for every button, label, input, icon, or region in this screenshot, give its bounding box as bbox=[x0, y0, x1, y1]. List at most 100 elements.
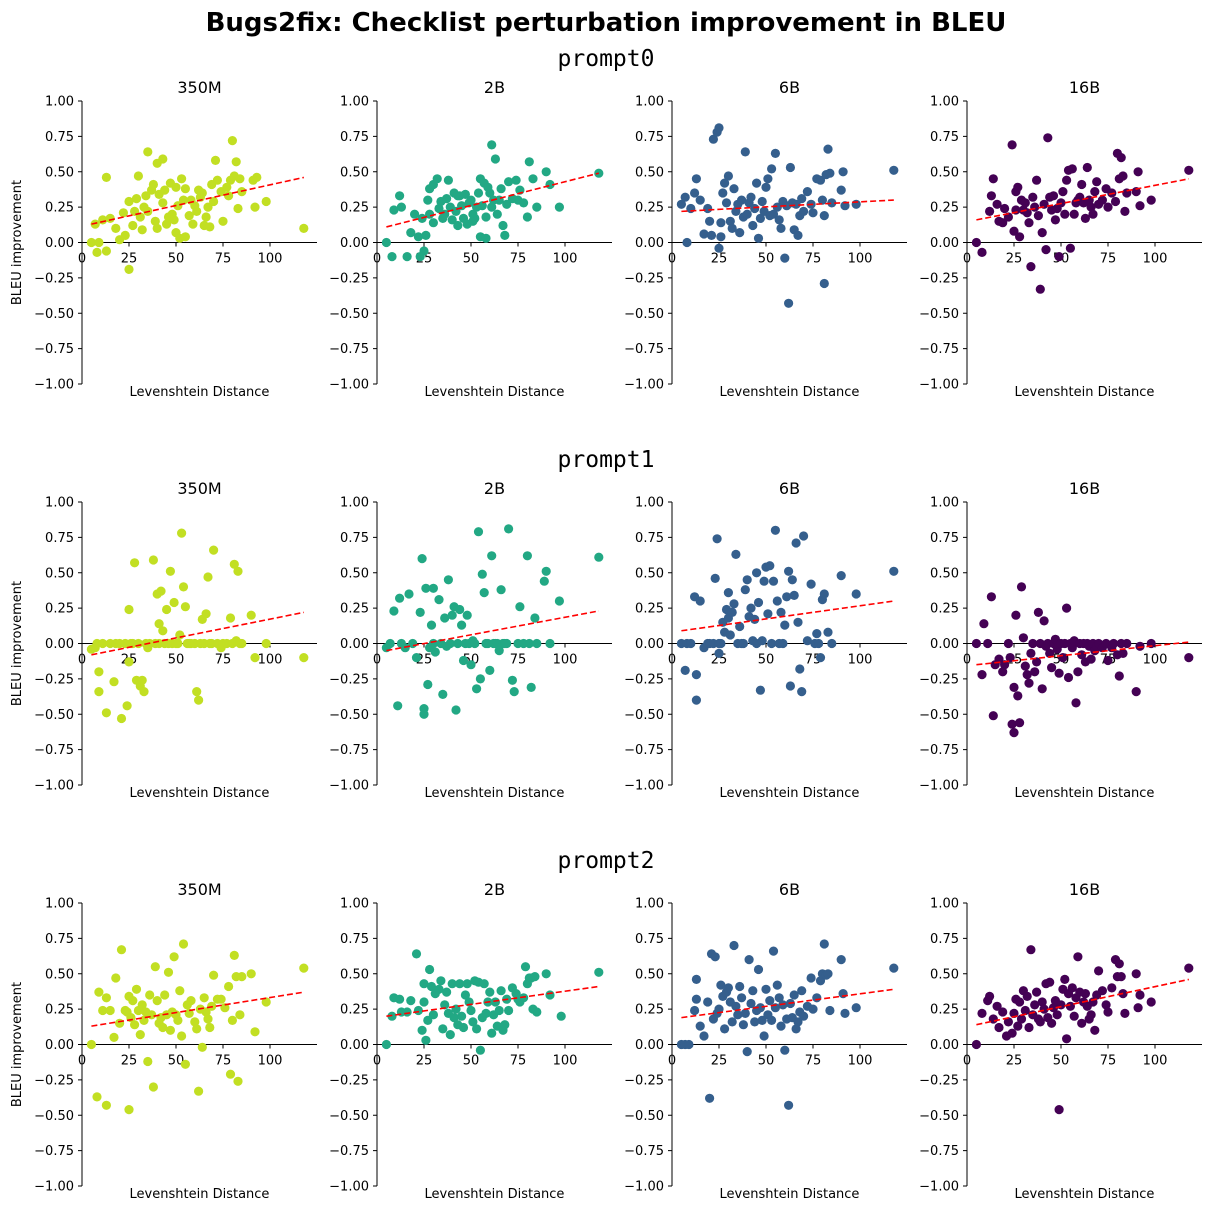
data-point bbox=[680, 665, 690, 676]
data-point bbox=[793, 230, 803, 240]
panel-title: 6B bbox=[779, 479, 800, 498]
data-point bbox=[819, 939, 829, 949]
data-point bbox=[1086, 202, 1096, 212]
data-point bbox=[462, 610, 472, 620]
y-tick-label: 0.25 bbox=[635, 201, 664, 216]
data-point bbox=[763, 174, 773, 184]
data-point bbox=[768, 576, 779, 586]
data-point bbox=[784, 298, 794, 308]
data-point bbox=[680, 192, 690, 202]
y-tick-label: 1.00 bbox=[45, 496, 74, 511]
x-tick-label: 100 bbox=[258, 252, 283, 267]
data-point bbox=[1088, 209, 1098, 219]
data-point bbox=[1146, 195, 1156, 205]
data-point bbox=[1007, 719, 1017, 729]
data-point bbox=[1062, 1034, 1072, 1044]
data-point bbox=[1086, 654, 1096, 664]
data-point bbox=[225, 1069, 236, 1079]
data-point bbox=[725, 630, 735, 640]
y-tick-label: −0.75 bbox=[919, 743, 959, 758]
data-point bbox=[723, 588, 734, 598]
x-tick-label: 75 bbox=[510, 252, 527, 267]
x-tick-label: 100 bbox=[1143, 252, 1168, 267]
data-point bbox=[395, 994, 405, 1004]
y-tick-label: 0.50 bbox=[340, 967, 369, 982]
data-point bbox=[774, 993, 784, 1003]
data-point bbox=[714, 648, 724, 659]
y-tick-label: 0.75 bbox=[45, 932, 74, 947]
data-point bbox=[1035, 284, 1045, 294]
y-tick-label: −0.25 bbox=[34, 672, 74, 687]
data-point bbox=[222, 182, 232, 192]
data-point bbox=[487, 202, 497, 212]
data-point bbox=[115, 1018, 125, 1028]
data-point bbox=[1069, 209, 1079, 219]
data-point bbox=[752, 568, 762, 578]
data-point bbox=[686, 638, 696, 649]
data-point bbox=[406, 996, 416, 1006]
data-point bbox=[210, 155, 221, 165]
x-axis-label: Levenshtein Distance bbox=[720, 786, 860, 801]
data-point bbox=[1013, 691, 1023, 701]
x-tick-label: 0 bbox=[963, 252, 971, 267]
y-tick-label: −0.25 bbox=[34, 1073, 74, 1088]
data-point bbox=[1022, 991, 1032, 1002]
data-point bbox=[1020, 198, 1030, 208]
x-tick-label: 0 bbox=[373, 252, 381, 267]
panel-prompt2-6B: 6B −1.00 −0.75 −0.50 −0.25 0.00 0.25 0.50 0.75 1.… bbox=[624, 880, 907, 1202]
x-tick-label: 50 bbox=[758, 252, 775, 267]
data-point bbox=[994, 654, 1004, 664]
data-point bbox=[184, 1008, 194, 1019]
y-tick-label: −0.50 bbox=[329, 307, 369, 322]
data-point bbox=[472, 684, 482, 694]
data-point bbox=[699, 1031, 709, 1041]
data-point bbox=[109, 1032, 119, 1042]
data-point bbox=[455, 604, 465, 615]
y-tick-label: 0.00 bbox=[635, 1038, 664, 1053]
y-axis-label: BLEU improvement bbox=[10, 982, 25, 1107]
data-point bbox=[1101, 1000, 1111, 1010]
data-point bbox=[763, 609, 773, 619]
data-point bbox=[1035, 1017, 1045, 1027]
data-point bbox=[1063, 672, 1074, 683]
data-point bbox=[780, 253, 790, 263]
x-tick-label: 75 bbox=[215, 1054, 232, 1069]
y-tick-label: 0.25 bbox=[340, 602, 369, 617]
y-tick-label: 0.50 bbox=[340, 165, 369, 180]
data-point bbox=[780, 620, 790, 630]
data-point bbox=[793, 1017, 803, 1027]
data-point bbox=[453, 220, 463, 231]
data-point bbox=[192, 1024, 202, 1034]
data-point bbox=[1047, 1018, 1057, 1028]
data-point bbox=[1067, 643, 1077, 653]
data-point bbox=[851, 589, 861, 599]
data-point bbox=[708, 134, 719, 144]
x-tick-label: 75 bbox=[805, 252, 822, 267]
y-tick-label: 0.00 bbox=[930, 236, 959, 251]
data-point bbox=[184, 211, 194, 221]
data-point bbox=[133, 171, 143, 181]
data-point bbox=[425, 209, 435, 219]
data-point bbox=[727, 1017, 737, 1027]
data-point bbox=[156, 586, 166, 596]
data-point bbox=[851, 199, 861, 209]
x-tick-label: 50 bbox=[758, 1054, 775, 1069]
data-point bbox=[396, 202, 406, 212]
data-point bbox=[417, 1025, 427, 1035]
data-point bbox=[411, 653, 422, 663]
data-point bbox=[757, 1015, 767, 1025]
data-point bbox=[233, 203, 243, 214]
data-point bbox=[490, 154, 500, 164]
data-point bbox=[139, 687, 149, 697]
trend-line bbox=[386, 172, 600, 228]
data-point bbox=[417, 554, 427, 564]
data-point bbox=[261, 196, 271, 207]
y-tick-label: 0.75 bbox=[45, 130, 74, 145]
data-point bbox=[784, 566, 794, 576]
data-point bbox=[797, 986, 807, 996]
data-point bbox=[748, 986, 758, 996]
data-point bbox=[111, 223, 121, 233]
data-point bbox=[511, 175, 521, 185]
y-tick-label: 0.25 bbox=[930, 1003, 959, 1018]
data-point bbox=[92, 1092, 102, 1102]
